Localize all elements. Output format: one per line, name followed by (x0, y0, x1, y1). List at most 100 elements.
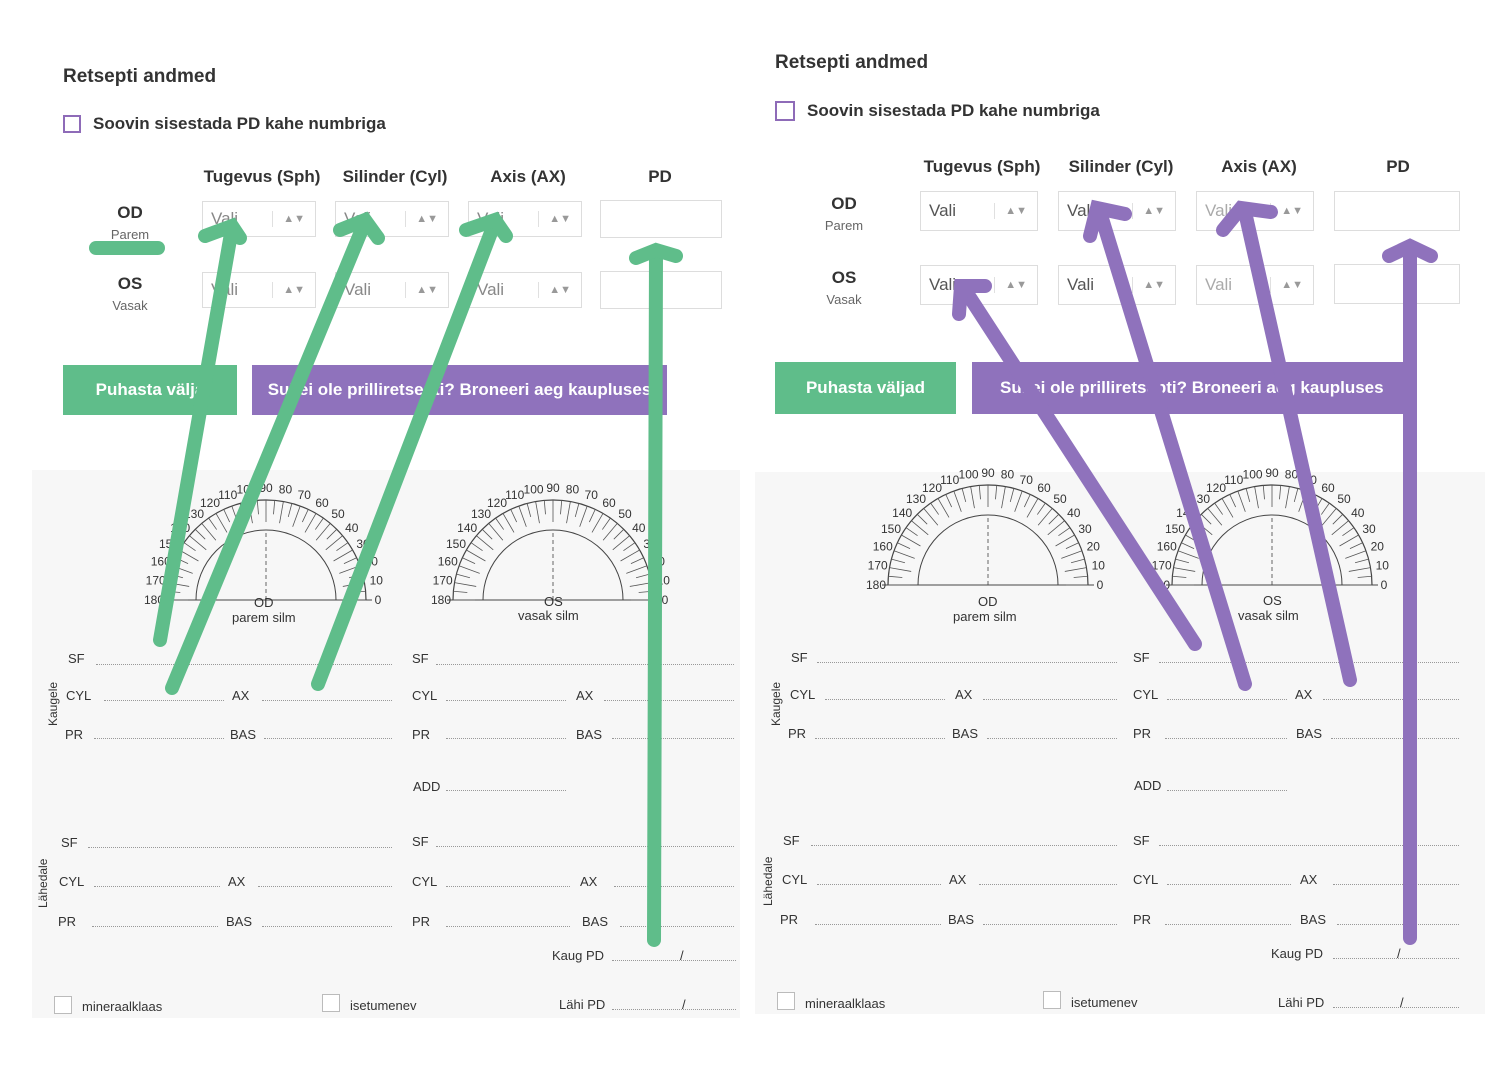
near-od-pr-line (815, 924, 941, 925)
od-pd-input[interactable] (1334, 191, 1460, 231)
protractor-degree-label: 160 (438, 555, 458, 569)
pd-two-numbers-checkbox[interactable] (775, 101, 795, 121)
protractor-degree-label: 10 (657, 574, 671, 588)
protractor-tick (1332, 514, 1343, 525)
od-sheet-sub: parem silm (953, 609, 1017, 624)
kaugele-label: Kaugele (46, 681, 60, 726)
protractor-tick (510, 509, 518, 523)
pd-two-numbers-option[interactable]: Soovin sisestada PD kahe numbriga (63, 114, 386, 134)
protractor-tick (629, 582, 652, 587)
od-sub: Parem (824, 218, 864, 233)
protractor-degree-label: 140 (892, 506, 912, 520)
protractor-tick (1055, 534, 1075, 547)
protractor-tick (591, 513, 604, 533)
protractor-tick (579, 505, 588, 527)
column-header-cyl: Silinder (Cyl) (342, 167, 448, 186)
near-od-bas-line (262, 926, 392, 927)
protractor-tick (1345, 550, 1367, 559)
book-appointment-button[interactable]: Sul ei ole prilliretsepti? Broneeri aeg … (972, 362, 1405, 414)
near-od-sf-label: SF (783, 833, 800, 848)
protractor-tick (612, 535, 630, 551)
protractor-tick (1354, 558, 1369, 564)
near-os-pr-line (1165, 924, 1291, 925)
add-line (446, 790, 566, 791)
near-os-bas-label: BAS (582, 914, 609, 929)
near-os-ax-label: AX (580, 874, 598, 889)
protractor-degree-label: 40 (1351, 506, 1365, 520)
protractor-tick (635, 573, 650, 579)
os-cyl-select[interactable]: Vali ▲▼ (1058, 265, 1176, 305)
od-axis-select[interactable]: Vali ▲▼ (1196, 191, 1314, 231)
os-sheet-label: OS (1263, 593, 1282, 608)
kaug-pd-label: Kaug PD (552, 948, 605, 963)
od-cyl-select[interactable]: Vali ▲▼ (1058, 191, 1176, 231)
protractor-degree-label: 0 (375, 593, 382, 607)
far-os-sf-label: SF (412, 651, 429, 666)
protractor-tick (601, 517, 611, 530)
protractor-degree-label: 130 (906, 492, 926, 506)
os-axis-select[interactable]: Vali ▲▼ (1196, 265, 1314, 305)
protractor-tick (1070, 558, 1085, 564)
pd-two-numbers-checkbox[interactable] (63, 115, 81, 133)
os-sph-select[interactable]: Vali ▲▼ (202, 272, 316, 308)
protractor-degree-label: 50 (1053, 492, 1067, 506)
protractor-tick (1320, 502, 1330, 515)
od-row-label: OD Parem (794, 194, 894, 233)
near-os-pr-label: PR (412, 914, 431, 929)
protractor-degree-label: 140 (457, 521, 477, 535)
protractor-degree-label: 40 (1067, 506, 1081, 520)
protractor-tick (458, 565, 480, 574)
protractor-tick (339, 565, 361, 574)
protractor-degree-label: 10 (370, 574, 384, 588)
od-row-label: OD Parem (80, 203, 180, 242)
far-os-cyl-line (446, 700, 566, 701)
os-sheet-sub: vasak silm (518, 608, 579, 623)
protractor-tick (1185, 534, 1205, 547)
os-axis-select[interactable]: Vali ▲▼ (468, 272, 582, 308)
protractor-tick (893, 550, 915, 559)
os-sph-select[interactable]: Vali ▲▼ (920, 265, 1038, 305)
near-os-sf-label: SF (412, 834, 429, 849)
lahi-pd-slash: / (682, 997, 686, 1012)
protractor-tick (1348, 567, 1371, 572)
os-pd-input[interactable] (1334, 264, 1460, 304)
protractor-degree-label: 170 (868, 559, 888, 573)
protractor-tick (566, 501, 571, 524)
clear-fields-button[interactable]: Puhasta välja (63, 365, 237, 415)
protractor-degree-label: 40 (632, 521, 646, 535)
protractor-degree-label: 150 (881, 522, 901, 536)
near-od-ax-line (979, 884, 1117, 885)
select-arrows-icon: ▲▼ (538, 282, 571, 298)
form-title: Retsepti andmed (63, 66, 217, 87)
protractor-tick (620, 549, 640, 562)
protractor-degree-label: 20 (652, 555, 666, 569)
protractor-tick (1237, 490, 1246, 512)
near-os-ax-line (1333, 884, 1459, 885)
protractor-degree-label: 10 (1092, 559, 1106, 573)
far-od-cyl-line (825, 699, 945, 700)
book-appointment-button[interactable]: Sul ei ole prilliretsepti? Broneeri aeg … (252, 365, 667, 415)
protractor-tick (1201, 514, 1212, 525)
near-od-pr-label: PR (58, 914, 77, 929)
column-header-pd: PD (648, 167, 672, 186)
protractor-tick (1214, 502, 1224, 515)
od-axis-select[interactable]: Vali ▲▼ (468, 201, 582, 237)
protractor-tick (630, 557, 644, 565)
os-pd-input[interactable] (600, 271, 722, 309)
column-header-axis: Axis (AX) (1221, 157, 1297, 176)
od-pd-input[interactable] (600, 200, 722, 238)
protractor-degree-label: 150 (446, 537, 466, 551)
column-header-pd: PD (1386, 157, 1410, 176)
protractor-tick (945, 494, 953, 508)
pd-two-numbers-option[interactable]: Soovin sisestada PD kahe numbriga (775, 101, 1100, 121)
od-sph-select[interactable]: Vali ▲▼ (920, 191, 1038, 231)
clear-fields-button[interactable]: Puhasta väljad (775, 362, 956, 414)
protractor-degree-label: 50 (331, 507, 345, 521)
far-od-pr-line (94, 738, 224, 739)
od-sph-select[interactable]: Vali ▲▼ (202, 201, 316, 237)
far-od-ax-label: AX (232, 688, 250, 703)
os-cyl-select[interactable]: Vali ▲▼ (335, 272, 449, 308)
protractor-tick (1293, 488, 1299, 503)
protractor-tick (1181, 542, 1195, 550)
od-cyl-select[interactable]: Vali ▲▼ (335, 201, 449, 237)
